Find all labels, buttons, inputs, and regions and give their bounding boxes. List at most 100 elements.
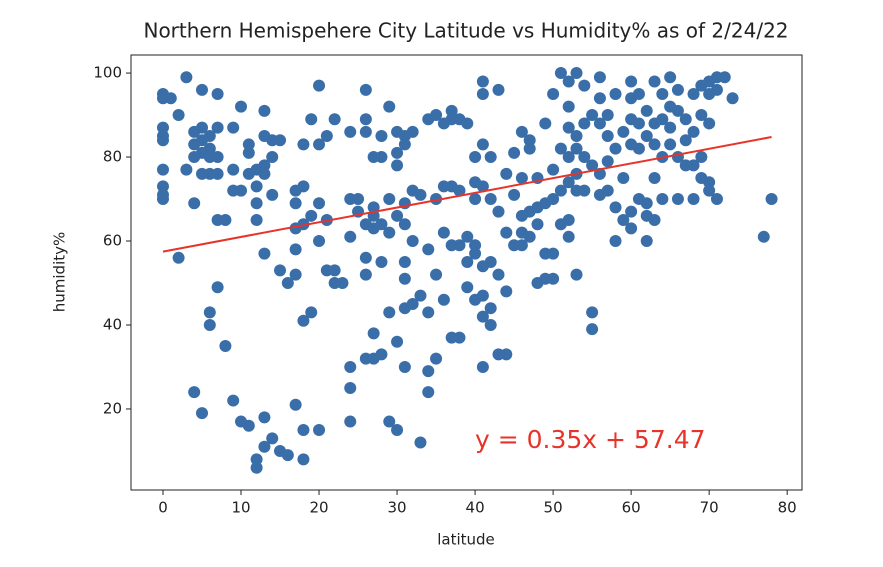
point xyxy=(211,151,224,164)
trendline xyxy=(162,136,772,253)
point xyxy=(648,172,661,185)
point xyxy=(344,360,357,373)
point xyxy=(367,327,380,340)
point xyxy=(219,339,232,352)
point xyxy=(593,117,606,130)
point xyxy=(211,121,224,134)
point xyxy=(188,197,201,210)
point xyxy=(695,151,708,164)
point xyxy=(391,423,404,436)
point xyxy=(406,125,419,138)
point xyxy=(430,268,443,281)
point xyxy=(156,134,169,147)
point xyxy=(461,281,474,294)
point xyxy=(328,264,341,277)
point xyxy=(250,453,263,466)
point xyxy=(313,423,326,436)
point xyxy=(430,352,443,365)
point xyxy=(336,276,349,289)
point xyxy=(757,230,770,243)
y-tick-label: 80 xyxy=(103,148,122,166)
point xyxy=(196,83,209,96)
point xyxy=(562,230,575,243)
x-tick-label: 40 xyxy=(466,499,485,517)
point xyxy=(484,151,497,164)
point xyxy=(320,130,333,143)
point xyxy=(352,193,365,206)
point xyxy=(383,100,396,113)
point xyxy=(422,243,435,256)
point xyxy=(266,151,279,164)
point xyxy=(196,121,209,134)
point xyxy=(227,121,240,134)
point xyxy=(586,306,599,319)
point xyxy=(476,138,489,151)
point xyxy=(562,121,575,134)
point xyxy=(492,83,505,96)
point xyxy=(344,125,357,138)
point xyxy=(297,138,310,151)
y-tick-label: 100 xyxy=(93,64,122,82)
point xyxy=(601,184,614,197)
point xyxy=(258,440,271,453)
point xyxy=(703,184,716,197)
point xyxy=(422,306,435,319)
point xyxy=(391,209,404,222)
point xyxy=(562,176,575,189)
point xyxy=(695,109,708,122)
point xyxy=(180,163,193,176)
point xyxy=(211,281,224,294)
point xyxy=(196,407,209,420)
x-tick-label: 20 xyxy=(309,499,328,517)
point xyxy=(281,449,294,462)
point xyxy=(617,125,630,138)
point xyxy=(593,92,606,105)
point xyxy=(547,193,560,206)
point xyxy=(515,172,528,185)
point xyxy=(671,83,684,96)
point xyxy=(593,71,606,84)
point xyxy=(515,239,528,252)
point xyxy=(375,151,388,164)
plot-frame xyxy=(130,54,803,491)
point xyxy=(305,113,318,126)
point xyxy=(710,193,723,206)
point xyxy=(562,100,575,113)
point xyxy=(203,318,216,331)
x-tick-label: 80 xyxy=(778,499,797,517)
point xyxy=(398,138,411,151)
point xyxy=(656,88,669,101)
point xyxy=(601,109,614,122)
point xyxy=(609,201,622,214)
point xyxy=(469,247,482,260)
point xyxy=(640,197,653,210)
point xyxy=(414,436,427,449)
point xyxy=(235,100,248,113)
point xyxy=(632,117,645,130)
point xyxy=(601,155,614,168)
point xyxy=(258,247,271,260)
point xyxy=(687,159,700,172)
x-tick-label: 70 xyxy=(700,499,719,517)
point xyxy=(289,398,302,411)
y-axis-label: humidity% xyxy=(51,232,69,313)
point xyxy=(640,235,653,248)
point xyxy=(422,386,435,399)
point xyxy=(570,142,583,155)
point xyxy=(570,67,583,80)
point xyxy=(461,230,474,243)
point xyxy=(266,432,279,445)
regression-equation: y = 0.35x + 57.47 xyxy=(475,425,706,454)
point xyxy=(554,67,567,80)
point xyxy=(500,348,513,361)
point xyxy=(156,193,169,206)
point xyxy=(671,193,684,206)
point xyxy=(578,184,591,197)
x-axis-label: latitude xyxy=(437,531,495,549)
point xyxy=(586,159,599,172)
point xyxy=(180,71,193,84)
point xyxy=(508,188,521,201)
point xyxy=(632,142,645,155)
point xyxy=(469,193,482,206)
